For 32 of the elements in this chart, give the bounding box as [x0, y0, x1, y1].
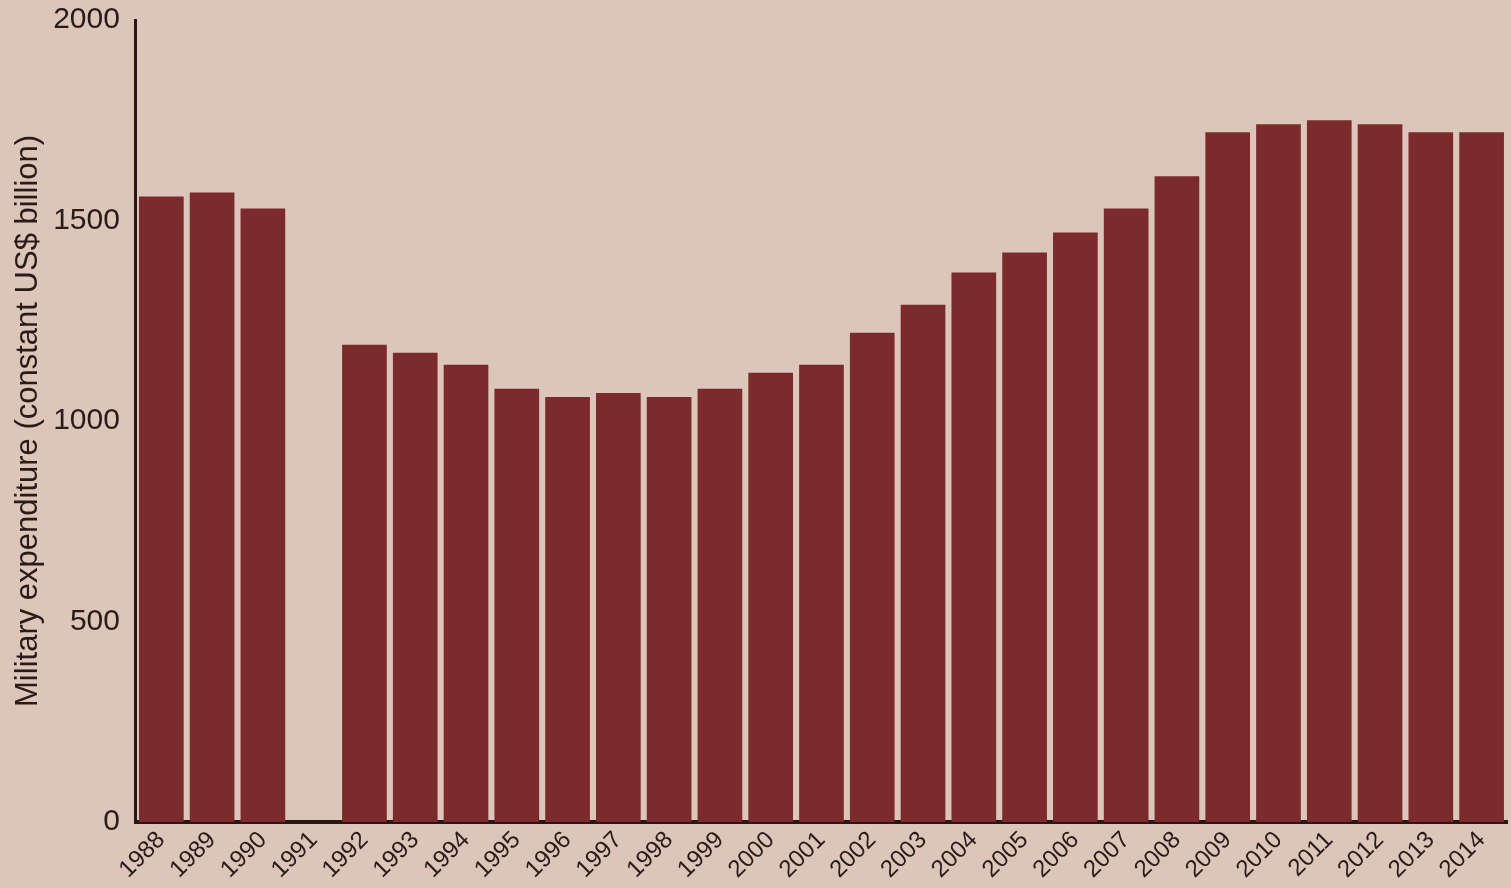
bar — [900, 304, 946, 822]
bar — [1256, 124, 1301, 822]
bar — [799, 364, 844, 822]
y-tick-label: 1000 — [53, 402, 120, 436]
bar — [646, 396, 692, 822]
bar — [189, 192, 235, 822]
bar — [392, 352, 438, 822]
bar — [697, 388, 743, 822]
y-tick-label: 0 — [103, 803, 120, 837]
bar — [951, 272, 997, 822]
bar — [1357, 124, 1403, 822]
bar — [1205, 132, 1251, 822]
bar — [1103, 208, 1149, 822]
y-tick-label: 2000 — [53, 1, 120, 35]
bar — [748, 372, 794, 822]
bar — [1053, 232, 1098, 822]
bar — [342, 344, 387, 822]
bar — [494, 388, 540, 822]
bar — [1306, 120, 1352, 822]
bar — [1154, 176, 1200, 822]
bar — [545, 396, 590, 822]
bar — [849, 332, 895, 822]
bar — [443, 364, 489, 822]
bar — [1408, 132, 1454, 822]
bar — [1459, 132, 1504, 822]
bar — [1002, 252, 1047, 822]
y-axis-title: Military expenditure (constant US$ billion) — [9, 134, 45, 707]
y-tick-label: 1500 — [53, 201, 120, 235]
bar — [596, 392, 641, 822]
bar — [138, 196, 184, 822]
y-tick-label: 500 — [69, 602, 120, 636]
bar — [240, 208, 286, 822]
